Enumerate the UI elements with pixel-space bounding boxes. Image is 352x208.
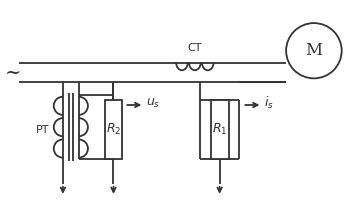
- Bar: [211, 100, 228, 159]
- Text: $R_2$: $R_2$: [106, 122, 121, 137]
- Bar: [105, 100, 122, 159]
- Text: $R_1$: $R_1$: [212, 122, 227, 137]
- Text: M: M: [305, 42, 322, 59]
- Text: CT: CT: [188, 43, 202, 53]
- Text: ~: ~: [5, 63, 21, 81]
- Text: $i_s$: $i_s$: [264, 95, 274, 111]
- Text: PT: PT: [36, 125, 50, 135]
- Text: $u_s$: $u_s$: [146, 97, 161, 110]
